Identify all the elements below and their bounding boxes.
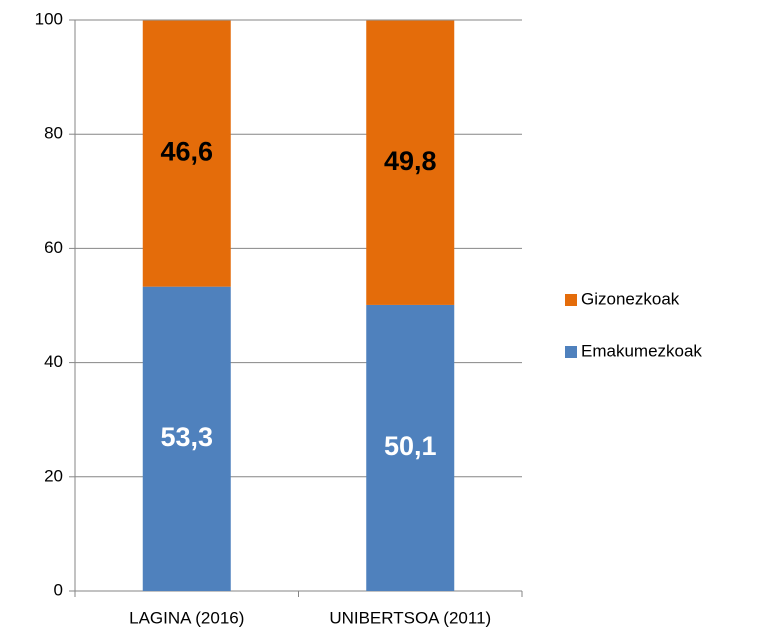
x-tick-label: UNIBERTSOA (2011) (329, 608, 491, 627)
legend-swatch (565, 294, 577, 306)
bar-segment (142, 286, 231, 591)
y-tick-label: 40 (44, 352, 63, 371)
x-tick-label: LAGINA (2016) (129, 608, 244, 627)
legend-label: Gizonezkoak (581, 289, 680, 308)
y-tick-label: 0 (54, 580, 63, 599)
y-tick-label: 60 (44, 238, 63, 257)
legend-label: Emakumezkoak (581, 341, 702, 360)
value-label: 46,6 (160, 137, 213, 167)
value-label: 50,1 (384, 431, 437, 461)
bar-segment (366, 20, 455, 305)
y-tick-label: 80 (44, 124, 63, 143)
y-tick-label: 100 (35, 9, 63, 28)
y-tick-label: 20 (44, 466, 63, 485)
bar-segment (142, 20, 231, 287)
value-label: 53,3 (160, 422, 213, 452)
bar-segment (366, 304, 455, 591)
legend-swatch (565, 346, 577, 358)
value-label: 49,8 (384, 146, 437, 176)
